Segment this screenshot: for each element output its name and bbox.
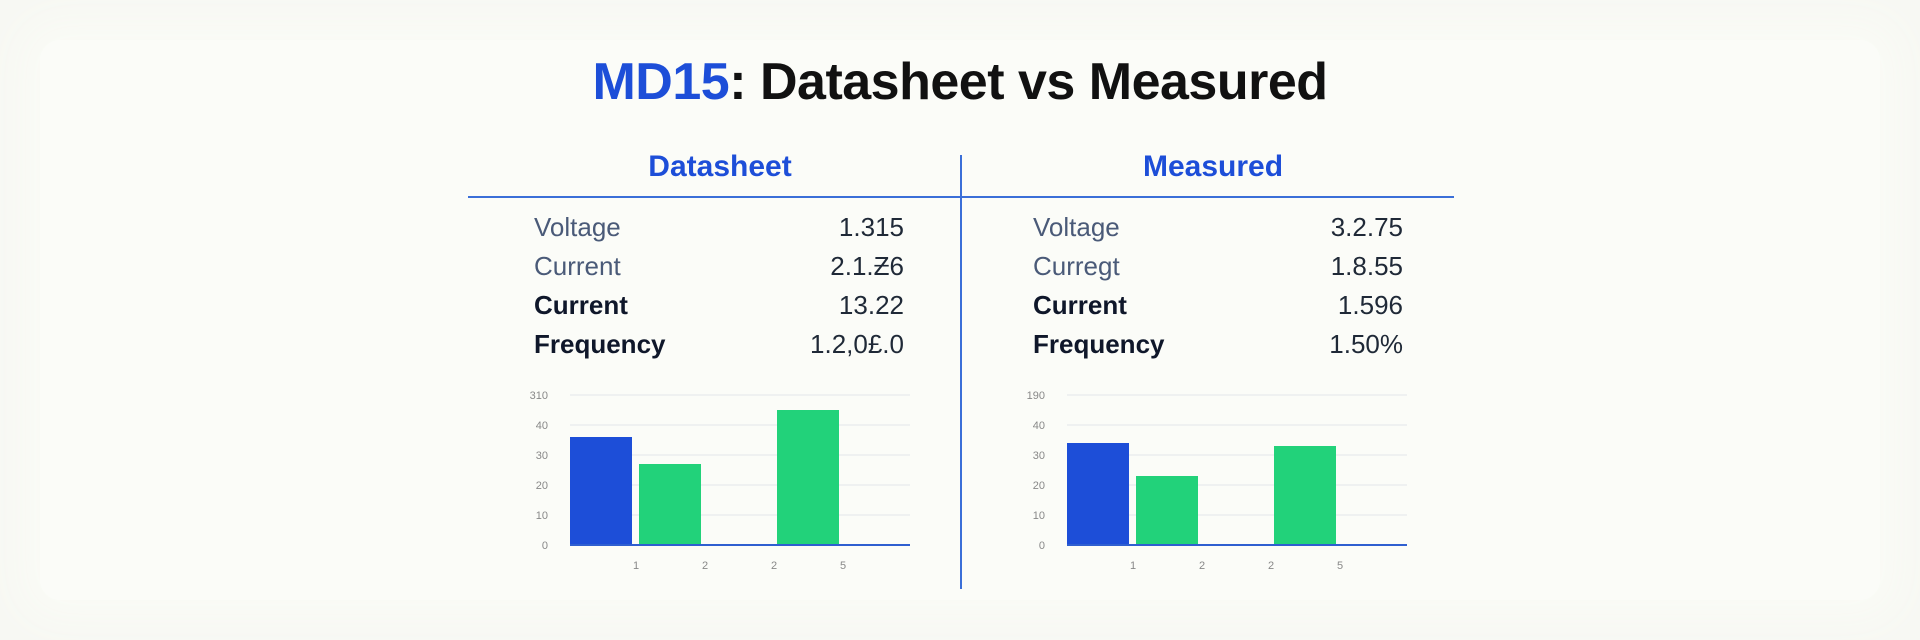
- bar: [639, 464, 701, 545]
- y-tick-label: 310: [530, 390, 548, 402]
- row-label: Voltage: [534, 212, 621, 242]
- row-value: 1.2,0£.0: [810, 329, 904, 359]
- bar: [777, 410, 839, 545]
- y-tick-label: 0: [1039, 540, 1045, 552]
- datasheet-heading: Datasheet: [648, 150, 792, 183]
- measured-table: Voltage 3.2.75 Curregt 1.8.55 Current 1.596…: [1033, 212, 1403, 368]
- table-row: Voltage 1.315: [534, 212, 904, 251]
- y-tick-label: 20: [536, 480, 548, 492]
- row-label: Curregt: [1033, 251, 1120, 281]
- y-tick-label: 190: [1027, 390, 1045, 402]
- y-tick-label: 40: [536, 420, 548, 432]
- table-row: Voltage 3.2.75: [1033, 212, 1403, 251]
- row-value: 1.8.55: [1330, 251, 1403, 281]
- x-tick-label: 2: [771, 560, 777, 572]
- y-tick-label: 10: [1033, 510, 1045, 522]
- table-row: Frequency 1.50%: [1033, 329, 1403, 368]
- x-tick-label: 1: [633, 560, 639, 572]
- row-value: 1.596: [1337, 290, 1403, 320]
- bar: [1274, 446, 1336, 545]
- column-divider: [960, 155, 962, 589]
- y-tick-label: 10: [536, 510, 548, 522]
- datasheet-table: Voltage 1.315 Current 2.1.Ƶ6 Current 13.22 …: [534, 212, 904, 368]
- x-tick-label: 2: [702, 560, 708, 572]
- row-value: 1.315: [838, 212, 904, 242]
- x-tick-label: 1: [1130, 560, 1136, 572]
- x-tick-label: 2: [1199, 560, 1205, 572]
- table-row: Frequency 1.2,0£.0: [534, 329, 904, 368]
- row-value: 3.2.75: [1330, 212, 1403, 242]
- table-row: Current 13.22: [534, 290, 904, 329]
- row-value: 1.50%: [1329, 329, 1403, 359]
- table-row: Current 1.596: [1033, 290, 1403, 329]
- bar: [570, 437, 632, 545]
- page-title: MD15: Datasheet vs Measured: [0, 52, 1920, 112]
- y-tick-label: 30: [536, 450, 548, 462]
- header-rule-left: [468, 196, 960, 198]
- bar: [1067, 443, 1129, 545]
- measured-heading: Measured: [1142, 150, 1284, 183]
- y-tick-label: 20: [1033, 480, 1045, 492]
- row-label: Frequency: [1033, 329, 1165, 359]
- header-rule-right: [962, 196, 1454, 198]
- datasheet-bar-chart: 0 10 20 30 40 310 1 2 2 5: [530, 390, 910, 572]
- x-tick-label: 2: [1268, 560, 1274, 572]
- table-row: Curregt 1.8.55: [1033, 251, 1403, 290]
- measured-bar-chart: 0 10 20 30 40 190 1 2 2 5: [1027, 390, 1407, 572]
- x-tick-label: 5: [840, 560, 846, 572]
- title-accent: MD15: [592, 53, 730, 111]
- bar: [1136, 476, 1198, 545]
- row-value: 13.22: [838, 290, 904, 320]
- row-label: Current: [1033, 290, 1127, 320]
- row-label: Current: [534, 290, 628, 320]
- row-label: Voltage: [1033, 212, 1120, 242]
- table-row: Current 2.1.Ƶ6: [534, 251, 904, 290]
- title-rest: : Datasheet vs Measured: [729, 53, 1328, 111]
- y-tick-label: 0: [542, 540, 548, 552]
- x-tick-label: 5: [1337, 560, 1343, 572]
- row-value: 2.1.Ƶ6: [830, 251, 904, 281]
- y-tick-label: 30: [1033, 450, 1045, 462]
- row-label: Current: [534, 251, 621, 281]
- y-tick-label: 40: [1033, 420, 1045, 432]
- row-label: Frequency: [534, 329, 666, 359]
